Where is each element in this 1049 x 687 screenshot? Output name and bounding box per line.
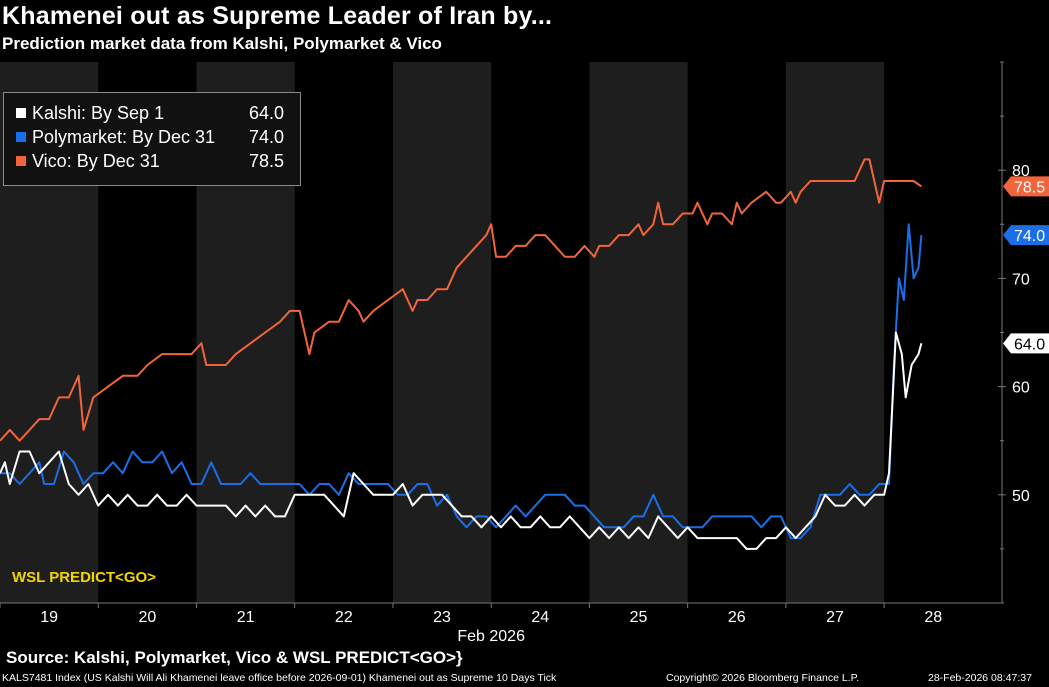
legend-item-kalshi: Kalshi: By Sep 1 64.0 xyxy=(14,103,296,125)
legend-value-vico: 78.5 xyxy=(248,151,284,171)
value-tag-label-vico: 78.5 xyxy=(1014,179,1045,196)
y-tick-label-70: 70 xyxy=(1012,271,1030,288)
x-tick-label-21: 21 xyxy=(237,609,255,626)
x-tick-label-20: 20 xyxy=(138,609,156,626)
footer-timestamp: 28-Feb-2026 08:47:37 xyxy=(928,672,1032,684)
value-tag-vico: 78.5 xyxy=(1003,176,1049,197)
value-tag-bg-polymarket xyxy=(1003,225,1049,246)
series-line-polymarket xyxy=(0,223,923,540)
legend-label-polymarket: Polymarket: By Dec 31 xyxy=(32,127,216,147)
value-tag-polymarket: 74.0 xyxy=(1003,225,1049,246)
x-tick-label-22: 22 xyxy=(335,609,353,626)
x-tick-label-28: 28 xyxy=(924,609,942,626)
last-value-tags: 78.5 74.0 64.0 xyxy=(1003,176,1049,353)
day-shading xyxy=(0,62,885,603)
x-tick-label-27: 27 xyxy=(826,609,844,626)
value-tag-bg-vico xyxy=(1003,176,1049,197)
shade-day-23 xyxy=(392,62,492,603)
footer-index-info: KALS7481 Index (US Kalshi Will Ali Khame… xyxy=(2,672,557,684)
x-tick-label-23: 23 xyxy=(433,609,451,626)
value-tag-kalshi: 64.0 xyxy=(1003,333,1049,353)
wsl-watermark: WSL PREDICT<GO> xyxy=(12,569,156,586)
legend-item-polymarket: Polymarket: By Dec 31 74.0 xyxy=(14,127,296,149)
value-tag-label-polymarket: 74.0 xyxy=(1014,228,1045,245)
x-tick-label-25: 25 xyxy=(630,609,648,626)
shade-day-27 xyxy=(785,62,885,603)
x-tick-label-26: 26 xyxy=(728,609,746,626)
legend-label-kalshi: Kalshi: By Sep 1 xyxy=(32,103,165,123)
x-axis-label: Feb 2026 xyxy=(457,628,525,645)
chart-title: Khamenei out as Supreme Leader of Iran b… xyxy=(2,2,553,30)
chart-subtitle: Prediction market data from Kalshi, Poly… xyxy=(2,34,442,53)
y-tick-label-60: 60 xyxy=(1012,380,1030,397)
series-layer xyxy=(0,158,923,550)
source-note: Source: Kalshi, Polymarket, Vico & WSL P… xyxy=(6,648,463,667)
y-tick-label-80: 80 xyxy=(1012,163,1030,180)
legend-swatch-polymarket xyxy=(16,132,26,142)
legend-label-vico: Vico: By Dec 31 xyxy=(32,151,160,171)
y-tick-label-50: 50 xyxy=(1012,488,1030,505)
series-line-kalshi xyxy=(0,331,923,550)
legend-swatch-kalshi xyxy=(16,108,26,118)
value-tag-label-kalshi: 64.0 xyxy=(1014,336,1045,353)
axis-layer: 50 60 70 80 19 20 21 22 23 24 25 26 27 28 Feb 2026 xyxy=(0,61,1030,645)
series-line-vico xyxy=(0,158,922,442)
legend-item-vico: Vico: By Dec 31 78.5 xyxy=(14,151,296,173)
footer-copyright: Copyright© 2026 Bloomberg Finance L.P. xyxy=(666,672,860,684)
legend: Kalshi: By Sep 1 64.0 Polymarket: By Dec… xyxy=(3,92,301,186)
legend-value-kalshi: 64.0 xyxy=(248,103,284,123)
x-tick-label-19: 19 xyxy=(40,609,58,626)
legend-swatch-vico xyxy=(16,156,26,166)
x-tick-label-24: 24 xyxy=(531,609,549,626)
shade-day-25 xyxy=(589,62,688,603)
value-tag-bg-kalshi xyxy=(1003,333,1049,354)
legend-value-polymarket: 74.0 xyxy=(248,127,284,147)
